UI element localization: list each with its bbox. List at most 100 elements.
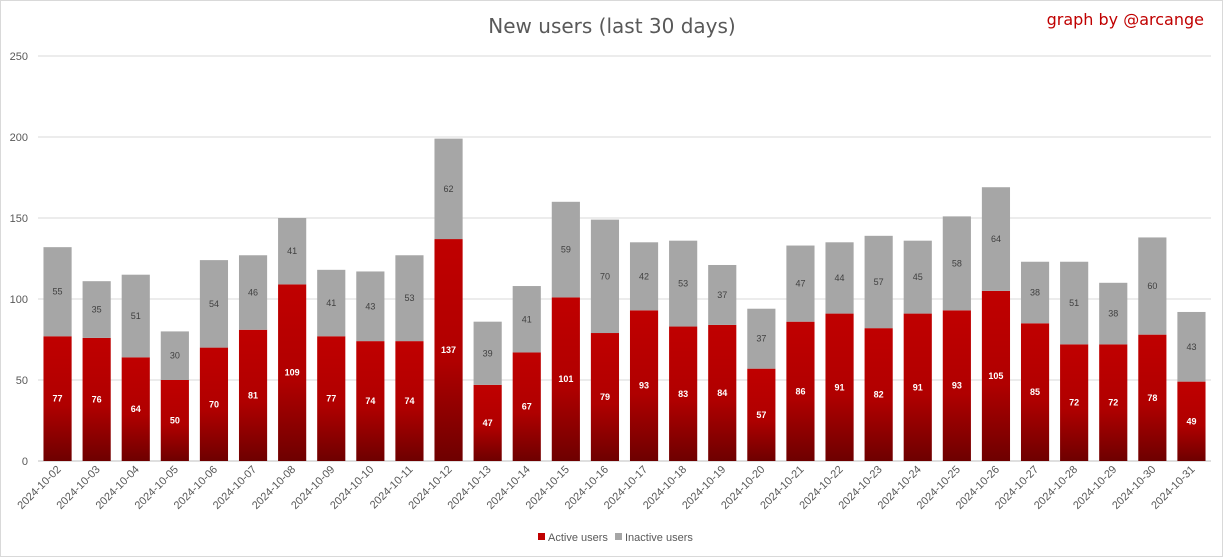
bar-active (551, 297, 580, 461)
data-label-active: 137 (441, 345, 456, 355)
bar-inactive (708, 264, 737, 325)
data-label-inactive: 62 (444, 184, 454, 194)
data-label-active: 91 (913, 382, 923, 392)
data-label-active: 49 (1186, 416, 1196, 426)
x-axis: 2024-10-022024-10-032024-10-042024-10-05… (15, 464, 1197, 512)
bar-inactive (43, 247, 72, 337)
y-tick-label: 0 (22, 456, 28, 468)
bars: 77 55 76 35 64 51 50 30 70 54 81 46 109 41 77 41 74 43 74 5… (43, 138, 1206, 461)
data-label-inactive: 42 (639, 271, 649, 281)
data-label-active: 77 (53, 394, 63, 404)
data-label-active: 85 (1030, 387, 1040, 397)
data-label-active: 77 (326, 394, 336, 404)
bar-active (1177, 381, 1206, 461)
data-label-inactive: 70 (600, 271, 610, 281)
bar-active (121, 357, 150, 461)
bar-inactive (512, 286, 541, 353)
bar-active (942, 310, 971, 461)
data-label-inactive: 47 (795, 279, 805, 289)
bar-active (1020, 323, 1050, 461)
data-label-inactive: 58 (952, 258, 962, 268)
bar-active (629, 310, 659, 461)
bar-active (708, 324, 737, 461)
y-tick-label: 150 (10, 213, 28, 225)
chart-credit: graph by @arcange (1047, 10, 1204, 29)
bar-active (825, 313, 854, 461)
bar-active (1099, 344, 1128, 461)
data-label-active: 47 (483, 418, 493, 428)
data-label-inactive: 53 (678, 279, 688, 289)
data-label-inactive: 54 (209, 299, 219, 309)
data-label-active: 74 (365, 396, 375, 406)
data-label-inactive: 44 (835, 273, 845, 283)
data-label-active: 82 (874, 390, 884, 400)
data-label-inactive: 30 (170, 351, 180, 361)
bar-inactive (395, 255, 424, 342)
y-tick-label: 200 (10, 132, 28, 144)
bar-active (317, 336, 346, 461)
data-label-inactive: 51 (1069, 298, 1079, 308)
y-tick-label: 250 (10, 51, 28, 63)
data-label-inactive: 43 (365, 301, 375, 311)
data-label-active: 67 (522, 402, 532, 412)
data-label-inactive: 38 (1030, 288, 1040, 298)
data-label-inactive: 35 (92, 305, 102, 315)
bar-active (747, 368, 776, 461)
data-label-active: 72 (1069, 398, 1079, 408)
bar-inactive (278, 218, 307, 285)
bar-inactive (551, 201, 580, 298)
legend: Active users Inactive users (538, 532, 693, 544)
data-label-inactive: 41 (287, 246, 297, 256)
bar-inactive (786, 245, 815, 322)
bar-active (512, 352, 541, 461)
y-tick-label: 50 (16, 375, 28, 387)
data-label-active: 105 (988, 371, 1003, 381)
bar-active (160, 380, 189, 461)
data-label-active: 50 (170, 416, 180, 426)
bar-inactive (1099, 282, 1128, 345)
bar-active (473, 384, 502, 461)
bar-inactive (317, 269, 346, 337)
bar-active (395, 341, 424, 461)
bar-active (1138, 334, 1167, 461)
bar-inactive (942, 216, 971, 311)
y-axis: 0 50 100 150 200 250 (10, 51, 28, 468)
data-label-active: 78 (1147, 393, 1157, 403)
data-label-active: 72 (1108, 398, 1118, 408)
bar-inactive (825, 242, 854, 314)
data-label-inactive: 64 (991, 234, 1001, 244)
data-label-active: 86 (795, 386, 805, 396)
data-label-active: 93 (952, 381, 962, 391)
bar-inactive (1138, 237, 1167, 335)
data-label-active: 84 (717, 388, 727, 398)
bar-active (434, 239, 463, 461)
data-label-inactive: 51 (131, 311, 141, 321)
bar-active (199, 347, 229, 461)
bar-inactive (473, 321, 502, 385)
chart-title: New users (last 30 days) (488, 14, 735, 38)
bar-active (43, 336, 72, 461)
bar-active (864, 328, 893, 461)
data-label-inactive: 37 (756, 334, 766, 344)
bar-inactive (356, 271, 385, 342)
bar-active (786, 321, 815, 461)
bar-active (903, 313, 932, 461)
data-label-inactive: 45 (913, 272, 923, 282)
bar-active (82, 337, 111, 461)
bar-inactive (1020, 261, 1050, 324)
data-label-inactive: 60 (1147, 281, 1157, 291)
bar-inactive (669, 240, 698, 327)
data-label-active: 109 (285, 368, 300, 378)
data-label-inactive: 53 (404, 293, 414, 303)
data-label-active: 74 (404, 396, 414, 406)
data-label-active: 81 (248, 390, 258, 400)
bar-inactive (82, 281, 111, 338)
data-label-inactive: 38 (1108, 309, 1118, 319)
bar-inactive (160, 331, 189, 380)
legend-swatch-active (538, 533, 545, 540)
bar-inactive (864, 235, 893, 329)
bar-inactive (434, 138, 463, 240)
data-label-inactive: 41 (522, 314, 532, 324)
data-label-active: 91 (835, 382, 845, 392)
